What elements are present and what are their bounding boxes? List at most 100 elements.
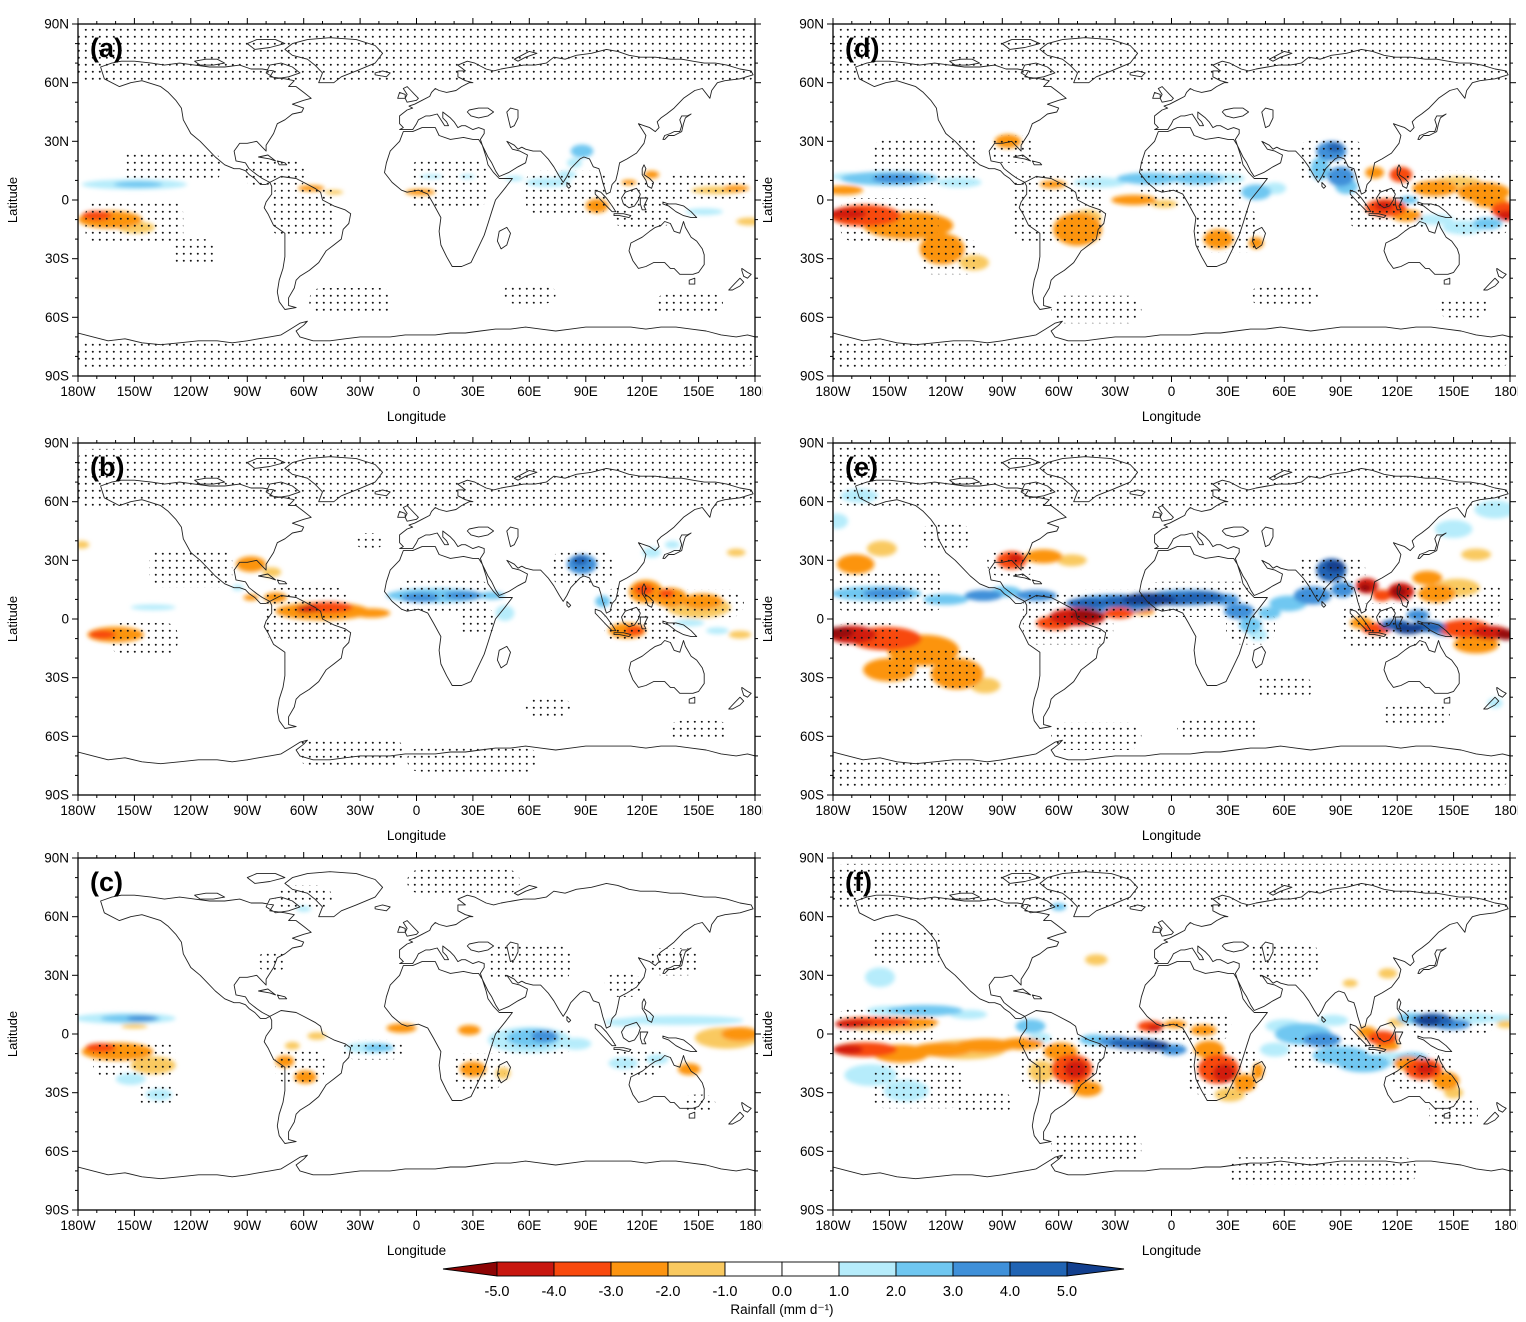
lon-tick-label: 90E bbox=[1329, 803, 1353, 818]
lon-tick-label: 30E bbox=[1216, 1218, 1240, 1233]
colorbar-tick-label: 4.0 bbox=[1000, 1284, 1020, 1300]
axis-tick-labels: 180W 150W 120W 90W 60W 30W 0 30E 60E 90E 120E 150E 1… bbox=[44, 17, 771, 400]
stipple-overlay bbox=[78, 27, 755, 369]
lon-tick-label: 30W bbox=[1101, 384, 1129, 399]
lon-tick-label: 180W bbox=[815, 803, 851, 818]
panel-a: 180W 150W 120W 90W 60W 30W 0 30E 60E 90E 120E 150E 1… bbox=[0, 14, 771, 431]
panel-b: 180W 150W 120W 90W 60W 30W 0 30E 60E 90E 120E 150E 1… bbox=[0, 433, 771, 850]
coastlines bbox=[833, 871, 1510, 1180]
panel-e: 180W 150W 120W 90W 60W 30W 0 30E 60E 90E 120E 150E 1… bbox=[755, 433, 1526, 850]
map-panel-e: 180W 150W 120W 90W 60W 30W 0 30E 60E 90E 120E 150E 1… bbox=[760, 436, 1526, 844]
axis-ticks bbox=[827, 852, 1516, 1216]
lat-tick-label: 90N bbox=[44, 17, 69, 32]
lon-tick-label: 30W bbox=[1101, 1218, 1129, 1233]
colorbar-tick-label: -2.0 bbox=[656, 1284, 681, 1300]
y-axis-title: Latitude bbox=[760, 1011, 775, 1057]
x-axis-title: Longitude bbox=[1142, 1243, 1201, 1258]
lat-tick-label: 90N bbox=[799, 436, 824, 451]
lon-tick-label: 180E bbox=[1494, 803, 1518, 818]
lon-tick-label: 180W bbox=[60, 384, 96, 399]
y-axis-title: Latitude bbox=[760, 596, 775, 642]
colorbar-arrow-right bbox=[1066, 1261, 1125, 1277]
lon-tick-label: 120W bbox=[928, 1218, 964, 1233]
lat-tick-label: 90S bbox=[800, 788, 824, 803]
lon-tick-label: 0 bbox=[1168, 803, 1176, 818]
lon-tick-label: 150E bbox=[1438, 1218, 1470, 1233]
lon-tick-label: 150E bbox=[683, 1218, 715, 1233]
axis-tick-labels: 180W 150W 120W 90W 60W 30W 0 30E 60E 90E 120E 150E 1… bbox=[44, 436, 771, 819]
map-panel-d: 180W 150W 120W 90W 60W 30W 0 30E 60E 90E 120E 150E 1… bbox=[760, 17, 1526, 425]
lat-tick-label: 60N bbox=[799, 75, 824, 90]
lon-tick-label: 150W bbox=[872, 384, 908, 399]
lon-tick-label: 60W bbox=[1045, 803, 1073, 818]
lon-tick-label: 120W bbox=[173, 1218, 209, 1233]
lon-tick-label: 180E bbox=[739, 384, 763, 399]
lon-tick-label: 120E bbox=[1381, 1218, 1413, 1233]
lon-tick-label: 180W bbox=[815, 1218, 851, 1233]
lon-tick-label: 120E bbox=[1381, 384, 1413, 399]
lon-tick-label: 90W bbox=[988, 384, 1016, 399]
axis-ticks bbox=[72, 852, 761, 1216]
axis-ticks bbox=[72, 18, 761, 382]
lat-tick-label: 30N bbox=[799, 968, 824, 983]
lon-tick-label: 90W bbox=[233, 384, 261, 399]
stipple-overlay bbox=[78, 448, 755, 772]
lon-tick-label: 120E bbox=[626, 1218, 658, 1233]
y-axis-title: Latitude bbox=[5, 177, 20, 223]
lon-tick-label: 30W bbox=[346, 1218, 374, 1233]
colorbar-tick-label: -1.0 bbox=[713, 1284, 738, 1300]
lon-tick-label: 30E bbox=[1216, 384, 1240, 399]
lon-tick-label: 90E bbox=[1329, 1218, 1353, 1233]
panel-d: 180W 150W 120W 90W 60W 30W 0 30E 60E 90E 120E 150E 1… bbox=[755, 14, 1526, 431]
lon-tick-label: 150W bbox=[117, 803, 153, 818]
map-panel-a: 180W 150W 120W 90W 60W 30W 0 30E 60E 90E 120E 150E 1… bbox=[5, 17, 771, 425]
lat-tick-label: 30N bbox=[799, 134, 824, 149]
lon-tick-label: 180E bbox=[1494, 384, 1518, 399]
y-axis-title: Latitude bbox=[5, 1011, 20, 1057]
panel-label: (d) bbox=[845, 33, 879, 63]
lon-tick-label: 90W bbox=[233, 1218, 261, 1233]
lon-tick-label: 120E bbox=[1381, 803, 1413, 818]
lat-tick-label: 60N bbox=[799, 494, 824, 509]
y-axis-title: Latitude bbox=[5, 596, 20, 642]
lon-tick-label: 150W bbox=[117, 384, 153, 399]
axis-ticks bbox=[827, 437, 1516, 801]
lon-tick-label: 180W bbox=[60, 803, 96, 818]
lat-tick-label: 60S bbox=[45, 1144, 69, 1159]
colorbar-tick-label: 2.0 bbox=[886, 1284, 906, 1300]
x-axis-title: Longitude bbox=[387, 1243, 446, 1258]
axis-tick-labels: 180W 150W 120W 90W 60W 30W 0 30E 60E 90E 120E 150E 1… bbox=[799, 851, 1526, 1234]
y-axis-title: Latitude bbox=[760, 177, 775, 223]
lon-tick-label: 0 bbox=[1168, 1218, 1176, 1233]
lat-tick-label: 30N bbox=[44, 553, 69, 568]
lon-tick-label: 120W bbox=[173, 384, 209, 399]
lat-tick-label: 90S bbox=[45, 369, 69, 384]
lon-tick-label: 60W bbox=[290, 384, 318, 399]
axis-tick-labels: 180W 150W 120W 90W 60W 30W 0 30E 60E 90E 120E 150E 1… bbox=[799, 17, 1526, 400]
lon-tick-label: 120W bbox=[928, 803, 964, 818]
lon-tick-label: 180W bbox=[815, 384, 851, 399]
lon-tick-label: 0 bbox=[1168, 384, 1176, 399]
map-panel-c: 180W 150W 120W 90W 60W 30W 0 30E 60E 90E 120E 150E 1… bbox=[5, 851, 771, 1259]
colorbar-tick-label: -3.0 bbox=[599, 1284, 624, 1300]
colorbar-tick-label: 1.0 bbox=[829, 1284, 849, 1300]
lat-tick-label: 60S bbox=[45, 729, 69, 744]
lon-tick-label: 0 bbox=[413, 384, 421, 399]
lat-tick-label: 30S bbox=[45, 251, 69, 266]
lon-tick-label: 150E bbox=[683, 803, 715, 818]
colorbar-tick-label: -5.0 bbox=[485, 1284, 510, 1300]
map-panel-b: 180W 150W 120W 90W 60W 30W 0 30E 60E 90E 120E 150E 1… bbox=[5, 436, 771, 844]
lon-tick-label: 60E bbox=[1272, 384, 1296, 399]
panel-label: (f) bbox=[845, 867, 872, 897]
lat-tick-label: 30S bbox=[800, 1085, 824, 1100]
lat-tick-label: 60N bbox=[44, 494, 69, 509]
lon-tick-label: 30E bbox=[461, 803, 485, 818]
coastlines bbox=[833, 37, 1510, 346]
lon-tick-label: 90W bbox=[233, 803, 261, 818]
lon-tick-label: 90E bbox=[574, 1218, 598, 1233]
lon-tick-label: 30E bbox=[461, 1218, 485, 1233]
lat-tick-label: 60S bbox=[800, 1144, 824, 1159]
lon-tick-label: 120E bbox=[626, 384, 658, 399]
lon-tick-label: 90E bbox=[574, 803, 598, 818]
